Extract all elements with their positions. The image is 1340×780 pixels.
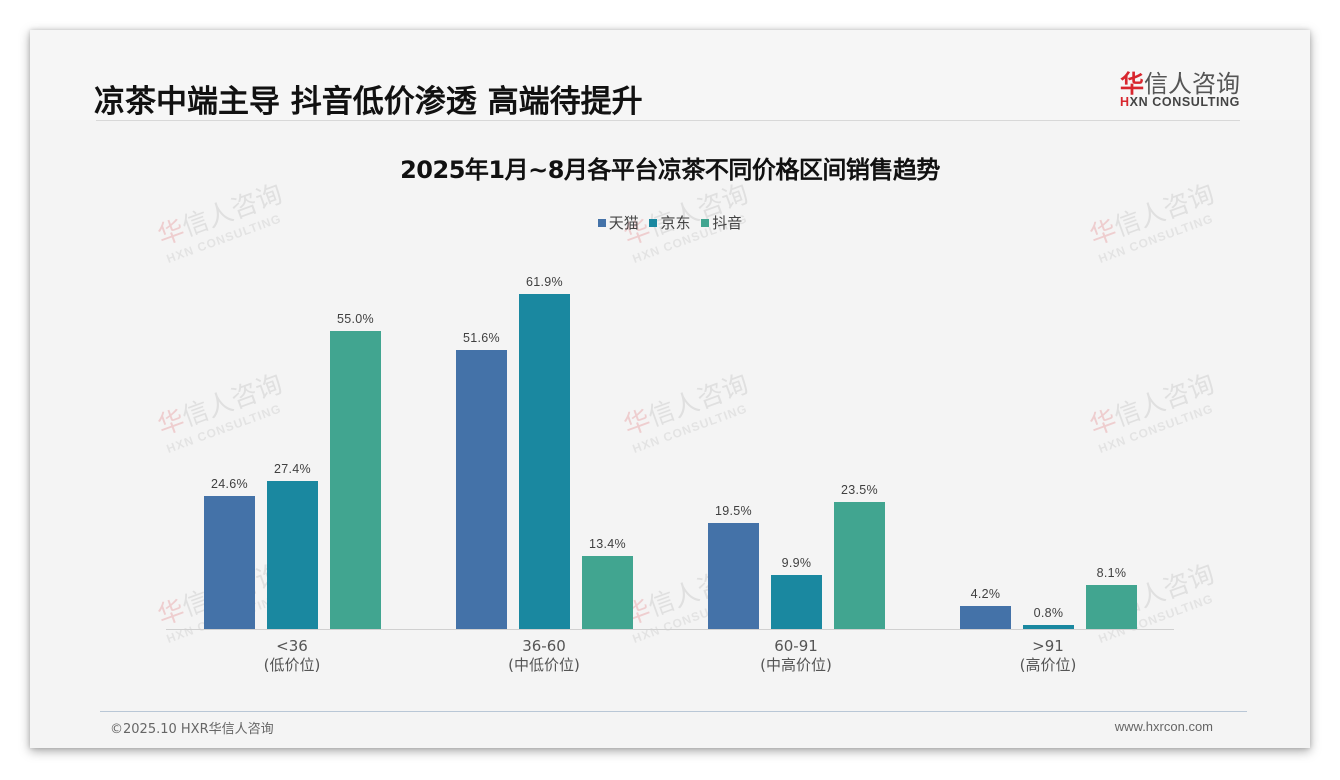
bar-tmall bbox=[708, 523, 759, 629]
bar-value-label: 55.0% bbox=[337, 312, 374, 327]
bar-group: 19.5% 9.9% 23.5% 60-91 (中高价位) bbox=[670, 270, 922, 674]
price-range-label: <36 bbox=[276, 637, 308, 655]
bar-value-label: 9.9% bbox=[781, 556, 812, 571]
price-tier-label: (低价位) bbox=[263, 656, 321, 674]
brand-logo: 华信人咨询 HXN CONSULTING bbox=[1110, 64, 1240, 112]
bar-group: 24.6% 27.4% 55.0% <36 (低价位) bbox=[166, 270, 418, 674]
bar-jd bbox=[771, 575, 822, 629]
bar-value-label: 24.6% bbox=[211, 476, 248, 491]
bar-group: 51.6% 61.9% 13.4% 36-60 (中低价位) bbox=[418, 270, 670, 674]
bar-value-label: 13.4% bbox=[589, 537, 626, 552]
bar-jd bbox=[1023, 624, 1074, 629]
legend-swatch-icon bbox=[597, 219, 606, 227]
bar-value-label: 27.4% bbox=[274, 461, 311, 476]
bar-value-label: 19.5% bbox=[715, 504, 752, 519]
price-range-label: 60-91 bbox=[774, 637, 818, 655]
bar-chart-plot-area: 24.6% 27.4% 55.0% <36 (低价位) 51.6% 61.9% 13.4% 36… bbox=[166, 270, 1174, 674]
bar-douyin bbox=[834, 501, 885, 629]
legend-item-jd: 京东 bbox=[649, 212, 691, 233]
chart-legend: 天猫 京东 抖音 bbox=[30, 212, 1310, 233]
legend-item-douyin: 抖音 bbox=[701, 212, 742, 233]
logo-chinese: 华信人咨询 bbox=[1120, 70, 1240, 98]
footer-copyright: ©2025.10 HXR华信人咨询 bbox=[110, 722, 274, 737]
price-tier-label: (中高价位) bbox=[760, 656, 832, 674]
bar-tmall bbox=[204, 495, 255, 629]
title-divider bbox=[96, 120, 1240, 121]
x-axis-category-label: <36 (低价位) bbox=[166, 637, 418, 675]
x-axis-category-label: >91 (高价位) bbox=[922, 637, 1174, 675]
bar-value-label: 8.1% bbox=[1096, 566, 1127, 581]
legend-item-tmall: 天猫 bbox=[597, 212, 639, 233]
footer-divider bbox=[100, 711, 1247, 712]
price-tier-label: (高价位) bbox=[1019, 656, 1077, 674]
bar-douyin bbox=[582, 556, 633, 629]
bar-douyin bbox=[1086, 585, 1137, 629]
price-range-label: >91 bbox=[1032, 637, 1064, 655]
bar-tmall bbox=[960, 606, 1011, 629]
footer-website: www.hxrcon.com bbox=[1114, 719, 1213, 734]
bar-tmall bbox=[456, 349, 507, 629]
x-axis-category-label: 60-91 (中高价位) bbox=[670, 637, 922, 675]
header-background bbox=[30, 30, 1310, 120]
bar-douyin bbox=[330, 331, 381, 629]
price-range-label: 36-60 bbox=[522, 637, 566, 655]
bar-jd bbox=[519, 294, 570, 629]
bar-value-label: 0.8% bbox=[1033, 605, 1064, 620]
legend-swatch-icon bbox=[701, 219, 710, 227]
price-tier-label: (中低价位) bbox=[508, 656, 580, 674]
page-title: 凉茶中端主导 抖音低价渗透 高端待提升 bbox=[94, 84, 643, 120]
bar-value-label: 51.6% bbox=[463, 330, 500, 345]
bar-jd bbox=[267, 480, 318, 629]
logo-english: HXN CONSULTING bbox=[1120, 95, 1240, 109]
bar-value-label: 4.2% bbox=[970, 587, 1001, 602]
bar-value-label: 23.5% bbox=[841, 482, 878, 497]
bar-group: 4.2% 0.8% 8.1% >91 (高价位) bbox=[922, 270, 1174, 674]
bar-value-label: 61.9% bbox=[526, 275, 563, 289]
chart-title: 2025年1月~8月各平台凉茶不同价格区间销售趋势 bbox=[400, 156, 940, 184]
x-axis-line bbox=[166, 629, 1174, 630]
slide: 华信人咨询 HXN CONSULTING 华信人咨询 HXN CONSULTIN… bbox=[30, 30, 1310, 748]
x-axis-category-label: 36-60 (中低价位) bbox=[418, 637, 670, 675]
legend-swatch-icon bbox=[649, 219, 658, 227]
